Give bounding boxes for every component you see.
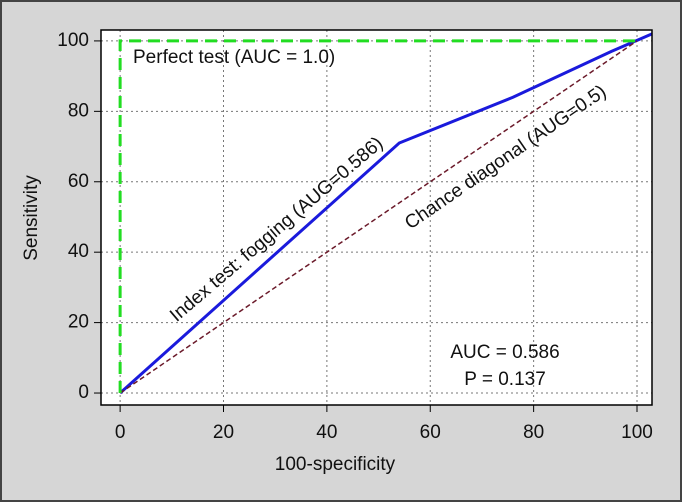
annotation: Perfect test (AUC = 1.0) <box>133 47 335 68</box>
series-line <box>119 40 638 394</box>
plot-frame <box>100 29 653 406</box>
y-tick-label: 100 <box>57 30 89 51</box>
annotation: P = 0.137 <box>464 369 546 390</box>
x-tick-label: 40 <box>316 422 337 443</box>
x-tick-label: 60 <box>420 422 441 443</box>
y-tick-label: 40 <box>68 241 89 262</box>
series-line <box>118 39 638 394</box>
y-axis-label: Sensitivity <box>21 175 42 261</box>
plot-area <box>101 30 652 405</box>
x-tick-label: 20 <box>213 422 234 443</box>
y-tick-label: 0 <box>78 382 89 403</box>
lines <box>118 32 653 395</box>
annotation: AUC = 0.586 <box>450 342 559 363</box>
x-axis-label: 100-specificity <box>275 454 396 475</box>
y-tick-label: 80 <box>68 100 89 121</box>
x-tick-label: 100 <box>621 422 653 443</box>
ticks: 0 20 40 60 80 100 0 20 40 60 80 100 <box>57 30 653 443</box>
x-tick-label: 0 <box>115 422 126 443</box>
x-tick-label: 80 <box>523 422 544 443</box>
y-tick-label: 20 <box>68 312 89 333</box>
series-line <box>119 32 653 395</box>
y-tick-label: 60 <box>68 171 89 192</box>
